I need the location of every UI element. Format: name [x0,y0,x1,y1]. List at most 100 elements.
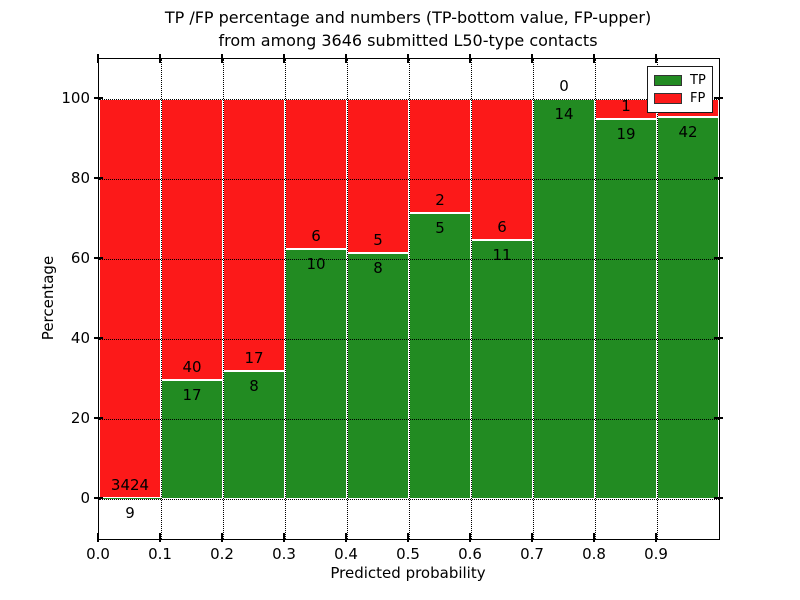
x-tick-bottom [345,533,347,542]
tp-count-label: 11 [492,246,512,265]
x-tick-top [655,54,657,63]
x-tick-top [407,54,409,63]
y-tick-label: 20 [70,409,90,427]
y-tick-left [94,257,103,259]
vertical-gridline [594,59,596,539]
tp-count-label: 42 [678,123,698,142]
x-axis-label: Predicted probability [330,564,486,582]
legend-swatch-tp [654,74,682,86]
y-axis-label: Percentage [39,255,57,341]
vertical-gridline [532,59,534,539]
x-tick-top [159,54,161,63]
x-tick-top [531,54,533,63]
plot-area: 3424 9 40 17 17 8 6 10 5 8 2 5 6 11 0 14 1 19 42 [98,58,720,540]
y-tick-left [94,337,103,339]
tp-count-label: 17 [182,385,202,404]
legend-swatch-fp [654,93,682,105]
bar-segment-tp [285,249,347,499]
bar-segment-tp [347,252,409,499]
bar-segment-tp [223,371,285,499]
x-tick-bottom [221,533,223,542]
vertical-gridline [284,59,286,539]
y-tick-label: 60 [70,249,90,267]
x-tick-bottom [531,533,533,542]
tp-count-label: 10 [306,255,326,273]
vertical-gridline [160,59,162,539]
legend-label: TP [690,72,706,88]
x-tick-label: 0.9 [644,545,668,563]
x-tick-bottom [283,533,285,542]
x-tick-bottom [159,533,161,542]
vertical-gridline [346,59,348,539]
tp-count-label: 5 [435,219,445,238]
x-tick-label: 0.8 [582,545,606,563]
tp-count-label: 9 [125,503,135,522]
horizontal-gridline [99,179,719,180]
vertical-gridline [656,59,658,539]
legend-item: TP [654,73,706,88]
bar-segment-fp [347,99,409,253]
fp-count-label: 0 [559,77,569,95]
y-tick-right [714,497,723,499]
chart-title: TP /FP percentage and numbers (TP-bottom… [0,6,800,52]
bar-segment-fp [99,99,161,498]
y-tick-right [714,97,723,99]
fp-count-label: 6 [311,227,321,245]
y-tick-left [94,497,103,499]
bar-segment-fp [471,99,533,241]
fp-count-label: 1 [621,97,631,115]
y-tick-label: 80 [70,169,90,187]
vertical-gridline [222,59,224,539]
bar-segment-tp [533,99,595,499]
tp-count-label: 8 [249,377,259,395]
y-tick-label: 40 [70,329,90,347]
y-tick-left [94,417,103,419]
tp-count-label: 14 [554,105,574,123]
vertical-gridline [470,59,472,539]
bar-segment-fp [285,99,347,249]
x-tick-label: 0.3 [272,545,296,563]
x-tick-top [97,54,99,63]
legend: TP FP [647,66,713,113]
x-tick-bottom [469,533,471,542]
x-tick-label: 0.1 [148,545,172,563]
tp-count-label: 8 [373,258,383,277]
x-tick-top [221,54,223,63]
chart-title-line1: TP /FP percentage and numbers (TP-bottom… [164,8,652,27]
bar-segment-fp [161,99,223,380]
x-tick-label: 0.6 [458,545,482,563]
vertical-gridline [408,59,410,539]
x-tick-label: 0.0 [86,545,110,563]
y-tick-left [94,97,103,99]
y-tick-left [94,177,103,179]
x-tick-top [469,54,471,63]
fp-count-label: 17 [244,349,264,367]
horizontal-gridline [99,99,719,100]
bar-segment-tp [595,119,657,499]
fp-count-label: 5 [373,230,383,249]
x-tick-label: 0.4 [334,545,358,563]
x-tick-bottom [655,533,657,542]
bar-segment-tp [471,240,533,499]
bar-segment-tp [409,213,471,499]
x-tick-top [345,54,347,63]
bar-segment-tp [99,497,161,499]
fp-count-label: 3424 [110,475,150,494]
horizontal-gridline [99,339,719,340]
fp-count-label: 2 [435,191,445,210]
chart-title-line2: from among 3646 submitted L50-type conta… [218,31,598,50]
y-tick-label: 100 [61,89,90,107]
x-tick-top [593,54,595,63]
fp-count-label: 6 [497,218,507,237]
horizontal-gridline [99,419,719,420]
x-tick-label: 0.5 [396,545,420,563]
y-tick-right [714,257,723,259]
y-tick-right [714,177,723,179]
tp-count-label: 19 [616,125,636,143]
x-tick-bottom [97,533,99,542]
x-tick-label: 0.2 [210,545,234,563]
y-tick-label: 0 [80,489,90,507]
bar-segment-fp [223,99,285,371]
bar-segment-tp [161,379,223,499]
horizontal-gridline [99,259,719,260]
